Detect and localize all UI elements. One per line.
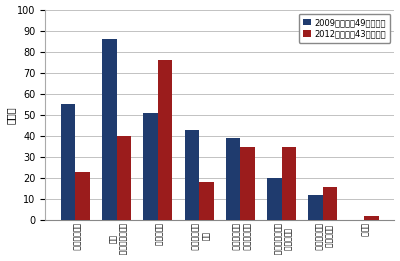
Bar — [308, 195, 323, 220]
Bar — [364, 216, 378, 220]
Bar — [144, 113, 158, 220]
Bar — [282, 146, 296, 220]
Bar — [267, 178, 282, 220]
Bar — [117, 136, 131, 220]
Y-axis label: （％）: （％） — [6, 106, 16, 124]
Bar — [185, 130, 199, 220]
Bar — [102, 39, 117, 220]
Bar — [199, 182, 214, 220]
Bar — [240, 146, 255, 220]
Bar — [323, 187, 337, 220]
Bar — [75, 172, 90, 220]
Bar — [226, 138, 240, 220]
Legend: 2009年１月（49名回答）, 2012年３月（43名回答）: 2009年１月（49名回答）, 2012年３月（43名回答） — [299, 14, 390, 43]
Bar — [158, 60, 172, 220]
Bar — [61, 104, 75, 220]
